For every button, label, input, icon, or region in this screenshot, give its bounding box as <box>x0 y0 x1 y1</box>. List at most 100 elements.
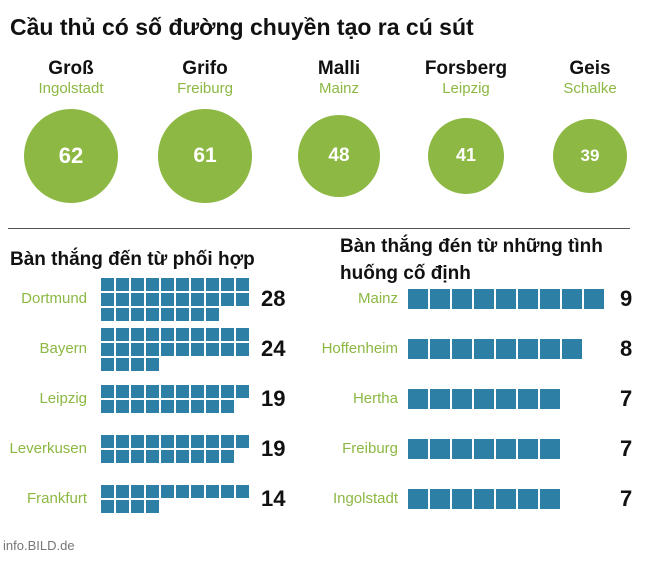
goal-square <box>206 450 219 463</box>
player-groß: Groß Ingolstadt <box>16 58 126 98</box>
goal-square <box>408 339 428 359</box>
goal-square <box>131 400 144 413</box>
goal-square <box>236 435 249 448</box>
goal-square <box>430 489 450 509</box>
goal-square <box>562 339 582 359</box>
goal-square <box>206 307 219 321</box>
player-value-circle: 41 <box>427 117 505 195</box>
goal-square <box>101 500 114 513</box>
goal-square <box>101 400 114 413</box>
goal-square <box>430 439 450 459</box>
goal-square <box>221 435 234 448</box>
goal-square <box>146 400 159 413</box>
goal-square <box>221 400 234 413</box>
goal-square <box>191 277 204 291</box>
goal-square <box>116 500 129 513</box>
goal-square <box>101 357 114 371</box>
goal-square <box>540 489 560 509</box>
goal-square <box>452 439 472 459</box>
goal-square <box>540 389 560 409</box>
right-section-title: Bàn thắng đén từ những tình huống cố địn… <box>340 236 603 284</box>
goal-square <box>236 385 249 398</box>
goal-square <box>474 439 494 459</box>
goal-square <box>474 489 494 509</box>
player-name: Malli <box>317 58 361 79</box>
goal-square <box>474 389 494 409</box>
goal-square <box>452 389 472 409</box>
player-value-circle: 39 <box>552 118 628 194</box>
goal-square <box>116 435 129 448</box>
goal-square <box>496 489 516 509</box>
goal-square <box>496 439 516 459</box>
team-label: Bayern <box>39 340 87 357</box>
goal-square <box>101 327 114 341</box>
goal-square <box>131 277 144 291</box>
goal-square <box>191 327 204 341</box>
goal-square <box>176 307 189 321</box>
player-club: Freiburg <box>177 80 233 97</box>
divider <box>8 228 630 229</box>
goal-square <box>161 277 174 291</box>
goal-square <box>161 327 174 341</box>
goal-square <box>221 327 234 341</box>
goal-square <box>206 435 219 448</box>
goal-square <box>206 400 219 413</box>
player-name: Geis <box>569 58 611 79</box>
goal-square <box>101 435 114 448</box>
team-label: Ingolstadt <box>332 490 398 507</box>
team-label: Mainz <box>357 290 398 307</box>
team-label: Hoffenheim <box>321 340 398 357</box>
goal-square <box>191 450 204 463</box>
goal-square <box>540 439 560 459</box>
goal-square <box>131 435 144 448</box>
goal-square <box>146 385 159 398</box>
goal-square <box>408 439 428 459</box>
goal-square <box>131 385 144 398</box>
goal-square <box>408 389 428 409</box>
goal-square <box>452 339 472 359</box>
player-name: Forsberg <box>424 58 508 79</box>
goal-square <box>236 485 249 498</box>
goal-square <box>191 342 204 356</box>
goal-count: 7 <box>620 386 633 411</box>
goal-square <box>236 277 249 291</box>
goal-square <box>161 400 174 413</box>
goal-square <box>206 485 219 498</box>
goal-square <box>161 342 174 356</box>
goal-square <box>101 450 114 463</box>
goal-square <box>116 277 129 291</box>
goal-square <box>161 385 174 398</box>
team-label: Hertha <box>352 390 398 407</box>
goal-square <box>540 289 560 309</box>
goal-square <box>116 357 129 371</box>
goal-square <box>496 289 516 309</box>
goal-square <box>146 450 159 463</box>
goal-square <box>146 485 159 498</box>
player-grifo: Grifo Freiburg <box>150 58 260 98</box>
goal-square <box>176 277 189 291</box>
goal-square <box>191 400 204 413</box>
goal-square <box>101 277 114 291</box>
goal-square <box>176 385 189 398</box>
goal-square <box>176 292 189 306</box>
player-malli: Malli Mainz <box>284 58 394 98</box>
goal-square <box>116 400 129 413</box>
goal-square <box>206 385 219 398</box>
team-label: Leipzig <box>39 390 87 407</box>
goal-square <box>206 292 219 306</box>
goal-square <box>408 489 428 509</box>
goal-square <box>116 485 129 498</box>
goal-square <box>540 339 560 359</box>
goal-square <box>161 435 174 448</box>
goal-square <box>236 292 249 306</box>
goal-square <box>131 450 144 463</box>
goal-square <box>518 339 538 359</box>
goal-square <box>146 307 159 321</box>
goal-square <box>116 342 129 356</box>
left-section-title: Bàn thắng đến từ phối hợp <box>10 249 255 270</box>
goal-count: 8 <box>620 336 633 361</box>
goal-square <box>221 450 234 463</box>
goal-square <box>101 307 114 321</box>
goal-count: 19 <box>261 436 286 461</box>
goal-square <box>474 339 494 359</box>
